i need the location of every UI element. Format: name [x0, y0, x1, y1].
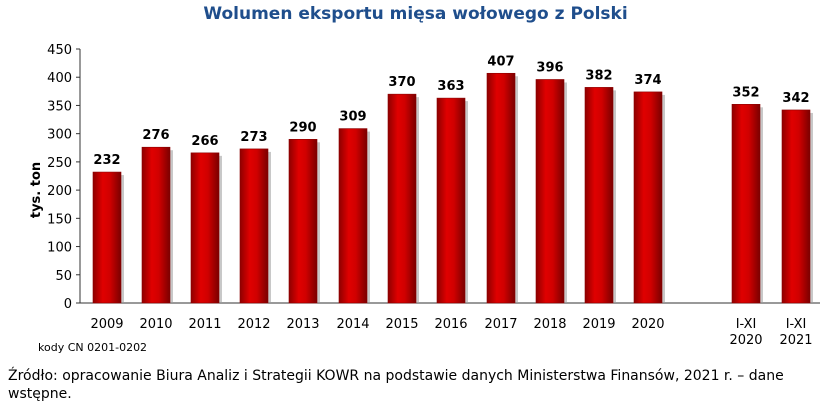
bar-series [92, 72, 813, 304]
data-label: 273 [240, 130, 267, 145]
x-tick-label: 2011 [188, 317, 221, 332]
y-tick-label: 400 [47, 71, 72, 86]
x-tick-labels: 2009 2010 2011 2012 2013 2014 2015 2016 2017 2018… [90, 317, 812, 348]
bar [288, 139, 318, 304]
x-tick-label: 2019 [582, 317, 615, 332]
bar [239, 148, 269, 304]
data-label: 407 [487, 54, 514, 69]
data-label: 370 [388, 75, 415, 90]
bar [436, 97, 466, 304]
y-tick-label: 150 [47, 212, 72, 227]
x-tick-label: 2018 [533, 317, 566, 332]
y-tick-label: 300 [47, 128, 72, 143]
data-label: 382 [585, 68, 612, 83]
data-label: 290 [289, 120, 316, 135]
source-note: Źródło: opracowanie Biura Analiz i Strat… [8, 368, 784, 402]
bar [584, 87, 614, 304]
x-tick-label: 2020 [631, 317, 664, 332]
data-label: 232 [93, 153, 120, 168]
bar [486, 72, 516, 304]
bar [633, 91, 663, 304]
data-label: 309 [339, 110, 366, 125]
data-label: 396 [536, 60, 563, 75]
data-label: 276 [142, 128, 169, 143]
x-tick-label: 2021 [779, 333, 812, 348]
bar [141, 146, 171, 304]
data-label: 352 [732, 85, 759, 100]
x-tick-label: 2020 [729, 333, 762, 348]
data-label: 363 [437, 79, 464, 94]
y-tick-label: 200 [47, 184, 72, 199]
data-label: 374 [634, 73, 661, 88]
x-tick-label: I-XI [736, 317, 757, 332]
data-labels: 232 276 266 273 290 309 370 363 407 396 382 374 352 3… [93, 54, 809, 168]
x-tick-label: I-XI [786, 317, 807, 332]
bar [781, 109, 811, 304]
bar [92, 171, 122, 304]
x-tick-label: 2016 [434, 317, 467, 332]
bar [387, 93, 417, 304]
y-tick-label: 350 [47, 99, 72, 114]
y-tick-label: 0 [64, 297, 72, 312]
chart-title: Wolumen eksportu mięsa wołowego z Polski [203, 4, 628, 24]
x-tick-label: 2009 [90, 317, 123, 332]
x-tick-label: 2017 [484, 317, 517, 332]
bar [338, 128, 368, 304]
data-label: 266 [191, 134, 218, 149]
x-tick-label: 2013 [286, 317, 319, 332]
y-axis-label: tys. ton [29, 162, 44, 218]
bar [535, 79, 565, 304]
x-tick-label: 2014 [336, 317, 369, 332]
data-label: 342 [782, 91, 809, 106]
x-tick-label: 2012 [237, 317, 270, 332]
codes-note: kody CN 0201-0202 [38, 341, 148, 354]
x-tick-label: 2010 [139, 317, 172, 332]
y-tick-label: 450 [47, 43, 72, 58]
x-tick-label: 2015 [385, 317, 418, 332]
bar [190, 152, 220, 304]
y-tick-label: 100 [47, 241, 72, 256]
bar [731, 104, 761, 304]
bar-chart: 0 50 100 150 200 250 300 350 400 450 232 276 266 273… [29, 43, 820, 348]
y-tick-label: 50 [55, 269, 72, 284]
y-tick-label: 250 [47, 156, 72, 171]
